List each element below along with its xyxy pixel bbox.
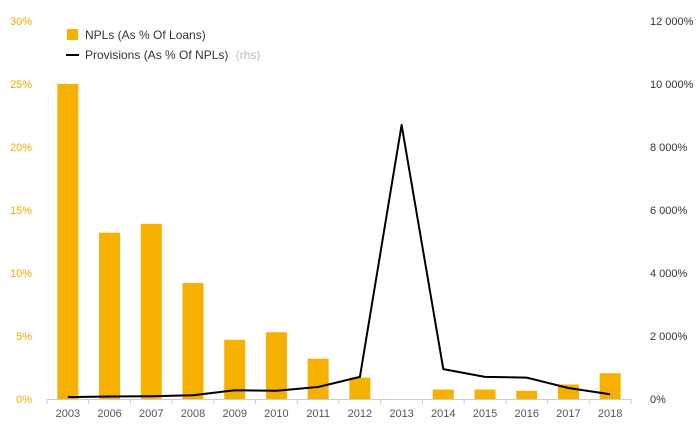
npl-bar-2014 bbox=[432, 389, 454, 399]
right-axis: 0% 2 000% 4 000% 6 000% 8 000% 10 000% 12 000% bbox=[650, 16, 694, 406]
npl-bar-2018 bbox=[599, 373, 621, 399]
right-tick-label-2000: 2 000% bbox=[650, 331, 688, 343]
left-tick-label-15: 15% bbox=[10, 205, 32, 217]
x-tick-label-2009: 2009 bbox=[222, 408, 246, 420]
x-tick-label-2015: 2015 bbox=[473, 408, 497, 420]
provisions-line-layer bbox=[67, 123, 611, 399]
npl-bar-2006 bbox=[99, 232, 121, 399]
legend-label-provisions: Provisions (As % Of NPLs) (rhs) bbox=[85, 48, 260, 62]
x-tick-label-2018: 2018 bbox=[598, 408, 622, 420]
npl-bar-2015 bbox=[474, 389, 496, 399]
npl-bar-2011 bbox=[307, 358, 329, 399]
npl-bar-2016 bbox=[516, 390, 538, 399]
provisions-line bbox=[67, 123, 611, 399]
x-tick-label-2014: 2014 bbox=[431, 408, 455, 420]
x-tick-label-2008: 2008 bbox=[181, 408, 205, 420]
x-tick-label-2011: 2011 bbox=[306, 408, 330, 420]
left-tick-label-10: 10% bbox=[10, 268, 32, 280]
legend: NPLs (As % Of Loans) Provisions (As % Of… bbox=[66, 28, 260, 62]
right-tick-label-4000: 4 000% bbox=[650, 268, 688, 280]
x-tick-label-2013: 2013 bbox=[389, 408, 413, 420]
npl-bar-2009 bbox=[224, 339, 246, 399]
npl-bars bbox=[57, 84, 621, 399]
legend-swatch-npls bbox=[67, 29, 78, 40]
x-tick-label-2017: 2017 bbox=[556, 408, 580, 420]
left-tick-label-20: 20% bbox=[10, 142, 32, 154]
x-tick-label-2016: 2016 bbox=[514, 408, 538, 420]
npl-bar-2012 bbox=[349, 377, 371, 399]
left-tick-label-30: 30% bbox=[10, 16, 32, 28]
x-tick-label-2006: 2006 bbox=[97, 408, 121, 420]
legend-label-npls: NPLs (As % Of Loans) bbox=[85, 28, 206, 42]
legend-label-provisions-note: (rhs) bbox=[236, 48, 261, 62]
x-tick-label-2010: 2010 bbox=[264, 408, 288, 420]
left-tick-label-5: 5% bbox=[16, 331, 32, 343]
legend-label-provisions-name: Provisions (As % Of NPLs) bbox=[85, 48, 228, 62]
npl-bar-2007 bbox=[140, 223, 162, 399]
right-tick-label-12000: 12 000% bbox=[650, 16, 694, 28]
x-tick-label-2003: 2003 bbox=[56, 408, 80, 420]
npl-bar-2003 bbox=[57, 84, 79, 399]
x-tick-label-2007: 2007 bbox=[139, 408, 163, 420]
right-tick-label-6000: 6 000% bbox=[650, 205, 688, 217]
npl-bar-2010 bbox=[265, 332, 287, 399]
x-axis: 2003 2006 2007 2008 2009 2010 2011 2012 2013 2014… bbox=[46, 399, 632, 420]
x-tick-label-2012: 2012 bbox=[348, 408, 372, 420]
left-axis: 0% 5% 10% 15% 20% 25% 30% bbox=[10, 16, 32, 406]
npl-bar-2008 bbox=[182, 283, 204, 399]
right-tick-label-10000: 10 000% bbox=[650, 79, 694, 91]
left-tick-label-25: 25% bbox=[10, 79, 32, 91]
left-tick-label-0: 0% bbox=[16, 394, 32, 406]
right-tick-label-0: 0% bbox=[650, 394, 666, 406]
right-tick-label-8000: 8 000% bbox=[650, 142, 688, 154]
